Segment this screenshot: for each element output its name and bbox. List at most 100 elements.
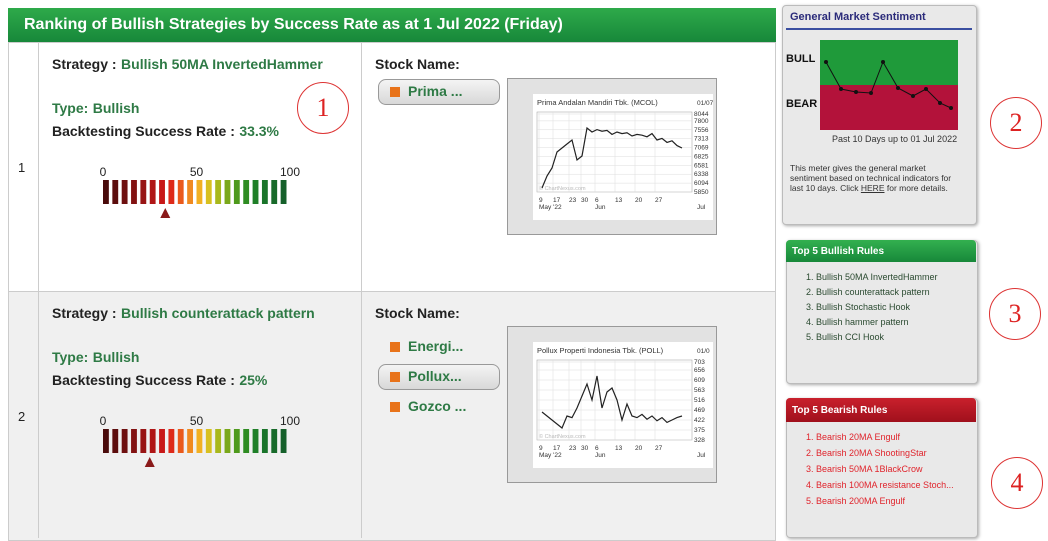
chart-x-label: 17 (553, 445, 561, 452)
meter-tick-label: 100 (280, 165, 300, 179)
meter-bar (281, 429, 287, 453)
meter-marker (145, 457, 155, 467)
strategy-name: Bullish counterattack pattern (121, 305, 315, 321)
meter-bar (140, 180, 146, 204)
stock-icon (390, 87, 400, 97)
stock-link[interactable]: Prima ... (408, 83, 462, 99)
chart-y-label: 422 (694, 417, 705, 424)
chart-y-label: 7800 (694, 118, 709, 125)
sentiment-title: General Market Sentiment (790, 11, 926, 23)
meter-bar (103, 180, 109, 204)
rank: 1 (18, 160, 25, 175)
chart-y-label: 703 (694, 359, 705, 366)
type-label: Type: (52, 349, 88, 365)
bull-label: BULL (786, 53, 815, 65)
chart-y-label: 469 (694, 407, 705, 414)
chart-x-label: 30 (581, 445, 589, 452)
meter-bar (197, 429, 203, 453)
chart-date: 01/0 (697, 348, 710, 355)
chart-x-label: 17 (553, 197, 561, 204)
chart-x-label: 30 (581, 197, 589, 204)
stock-link[interactable]: Energi... (408, 338, 463, 354)
bearish-rule: 5. Bearish 200MA Engulf (806, 496, 905, 506)
meter-bar (262, 180, 268, 204)
chart-y-label: 375 (694, 427, 705, 434)
meter-bar (253, 429, 259, 453)
success-meter: 0 50 100 (93, 164, 313, 224)
annotation-circle: 1 (297, 82, 349, 134)
chart-title: Pollux Properti Indonesia Tbk. (POLL) (537, 346, 664, 355)
bearish-rule: 2. Bearish 20MA ShootingStar (806, 448, 927, 458)
meter-bar (234, 429, 240, 453)
chart-x-label: 13 (615, 445, 623, 452)
bear-zone (820, 85, 958, 130)
meter-bar (131, 180, 137, 204)
chart-watermark: © ChartNexus.com (539, 433, 586, 440)
bearish-rule: 1. Bearish 20MA Engulf (806, 432, 900, 442)
bullish-rule: 4. Bullish hammer pattern (806, 317, 909, 327)
meter-bar (112, 429, 118, 453)
chart-x-label: 13 (615, 197, 623, 204)
header-title: Ranking of Bullish Strategies by Success… (8, 8, 776, 42)
chart-x-label: 9 (539, 445, 543, 452)
here-link[interactable]: HERE (861, 183, 885, 193)
meter-bar (150, 429, 156, 453)
chart-y-label: 6825 (694, 153, 709, 160)
annotation-circle: 3 (989, 288, 1041, 340)
meter-tick-label: 0 (100, 414, 107, 428)
type-value: Bullish (93, 349, 140, 365)
type-label: Type: (52, 100, 88, 116)
stock-link[interactable]: Pollux... (408, 368, 462, 384)
chart-month: Jul (697, 452, 706, 459)
meter-bar (281, 180, 287, 204)
meter-bar (168, 429, 174, 453)
bull-zone (820, 40, 958, 85)
chart-x-label: 6 (595, 197, 599, 204)
meter-tick-label: 100 (280, 414, 300, 428)
column-divider (38, 42, 39, 538)
chart-x-label: 23 (569, 197, 577, 204)
stock-chart: Prima Andalan Mandiri Tbk. (MCOL)01/0780… (507, 78, 717, 235)
meter-bar (187, 180, 193, 204)
meter-bar (225, 180, 231, 204)
meter-tick-label: 50 (190, 165, 204, 179)
bearish-rule: 4. Bearish 100MA resistance Stoch... (806, 480, 954, 490)
strategy-name: Bullish 50MA InvertedHammer (121, 56, 323, 72)
chart-month: Jul (697, 204, 706, 211)
meter-bar (131, 429, 137, 453)
meter-bar (178, 429, 184, 453)
strategy-line: Strategy : Bullish 50MA InvertedHammer (52, 56, 323, 74)
meter-bar (103, 429, 109, 453)
strategy-line: Strategy : Bullish counterattack pattern (52, 305, 315, 323)
bullish-rule: 1. Bullish 50MA InvertedHammer (806, 272, 938, 282)
chart-y-label: 328 (694, 437, 705, 444)
meter-bar (140, 429, 146, 453)
rank: 2 (18, 409, 25, 424)
stock-chart: Pollux Properti Indonesia Tbk. (POLL) 01/… (507, 326, 717, 483)
chart-y-label: 609 (694, 377, 705, 384)
meter-bar (168, 180, 174, 204)
rate-label: Backtesting Success Rate : (52, 372, 235, 388)
stock-icon (390, 342, 400, 352)
meter-bar (112, 180, 118, 204)
chart-title: Prima Andalan Mandiri Tbk. (MCOL) (537, 98, 658, 107)
meter-bar (243, 429, 249, 453)
type-line: Type: Bullish (52, 349, 139, 367)
meter-bar (206, 429, 212, 453)
chart-y-label: 7556 (694, 127, 709, 134)
meter-tick-label: 0 (100, 165, 107, 179)
meter-marker (160, 208, 170, 218)
chart-date: 01/07 (697, 100, 714, 107)
chart-y-label: 516 (694, 397, 705, 404)
chart-month: Jun (595, 452, 606, 459)
meter-bar (150, 180, 156, 204)
chart-y-label: 656 (694, 367, 705, 374)
rate-value: 25% (239, 372, 267, 388)
meter-bar (197, 180, 203, 204)
meter-bar (225, 429, 231, 453)
bullish-rule: 2. Bullish counterattack pattern (806, 287, 930, 297)
meter-bar (215, 180, 221, 204)
chart-month: May '22 (539, 204, 562, 211)
stock-link[interactable]: Gozco ... (408, 398, 466, 414)
